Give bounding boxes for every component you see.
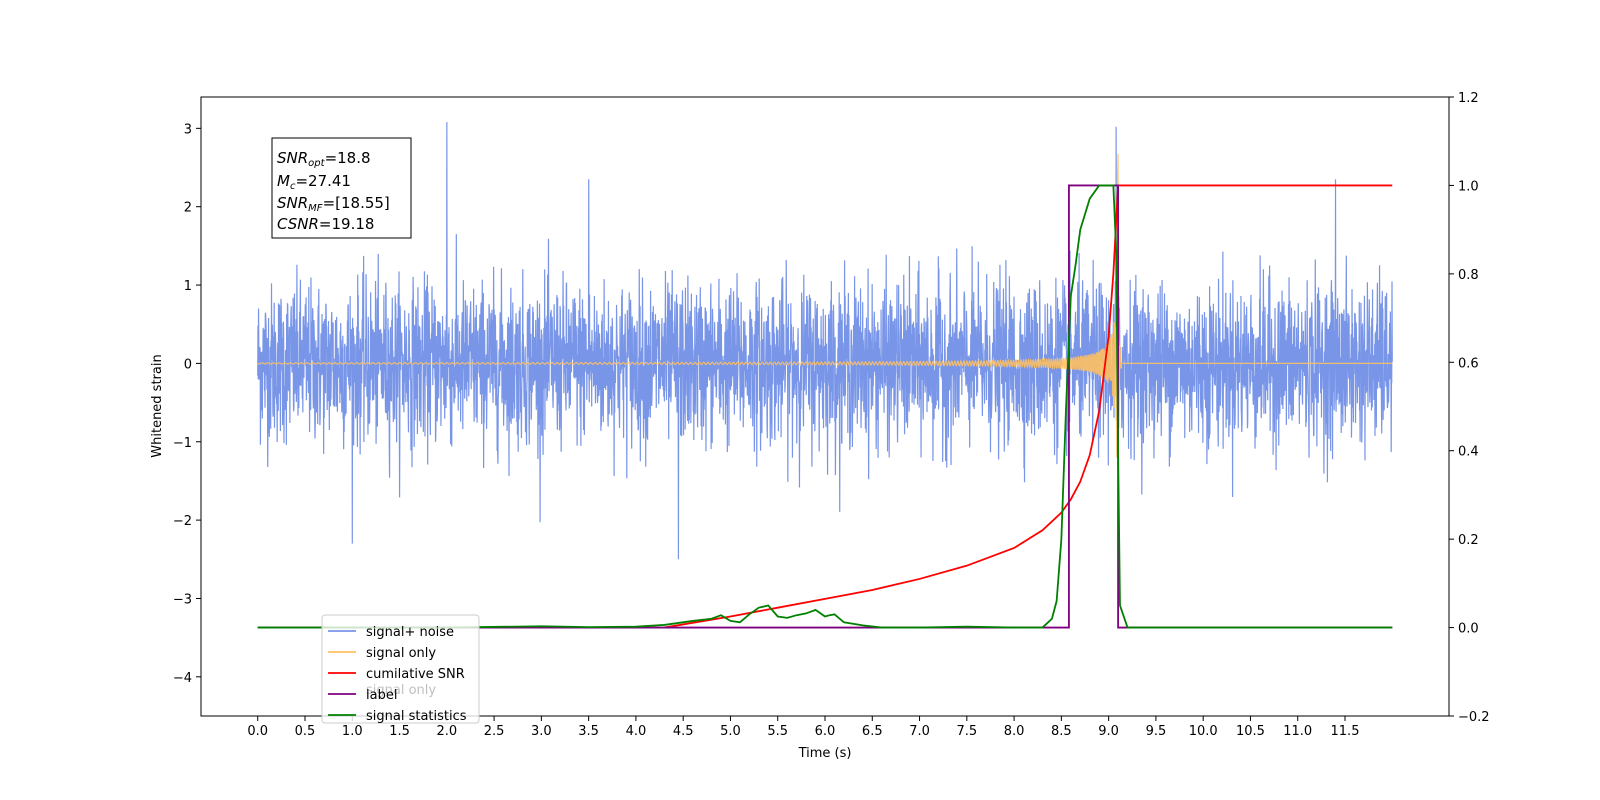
y-axis-right-ticks: 1.2 1.0 0.8 0.6 0.4 0.2 0.0 −0.2 <box>1449 91 1490 725</box>
legend-label: cumilative SNR <box>366 667 465 682</box>
annotation-line-snr-mf: SNRMF=[18.55] <box>277 194 390 214</box>
x-tick-label: 11.5 <box>1331 724 1360 739</box>
x-tick-label: 8.5 <box>1051 724 1072 739</box>
signal-statistics-line <box>257 184 1393 629</box>
y-axis-label: Whitened strain <box>150 354 165 457</box>
x-tick-label: 5.5 <box>767 724 788 739</box>
legend-label: signal statistics <box>366 709 467 724</box>
x-tick-label: 3.0 <box>531 724 552 739</box>
x-tick-label: 1.5 <box>389 724 410 739</box>
y-tick-label: 2 <box>184 201 192 216</box>
x-tick-label: 2.5 <box>484 724 505 739</box>
y-tick-label: −4 <box>173 671 192 686</box>
annotation-line-csnr: CSNR=19.18 <box>277 215 374 233</box>
x-tick-label: 4.0 <box>626 724 647 739</box>
x-tick-label: 5.0 <box>720 724 741 739</box>
x-tick-label: 9.5 <box>1146 724 1167 739</box>
x-tick-label: 9.0 <box>1098 724 1119 739</box>
signal-noise-line <box>257 122 1393 560</box>
x-tick-label: 7.0 <box>909 724 930 739</box>
y-tick-label: −1 <box>173 436 192 451</box>
legend-frame <box>321 614 480 724</box>
y-tick-label: 1 <box>184 279 192 294</box>
x-tick-label: 7.5 <box>956 724 977 739</box>
legend-label: signal+ noise <box>366 625 454 640</box>
y2-tick-label: 0.0 <box>1458 622 1479 637</box>
x-tick-label: 10.5 <box>1236 724 1265 739</box>
cumilative-snr-line <box>664 184 1393 629</box>
x-tick-label: 0.5 <box>295 724 316 739</box>
y-tick-label: 0 <box>184 357 192 372</box>
y2-tick-label: 0.6 <box>1458 356 1479 371</box>
x-tick-label: 11.0 <box>1283 724 1312 739</box>
y2-tick-label: 1.0 <box>1458 179 1479 194</box>
y-axis-left-ticks: 3 2 1 0 −1 −2 −3 −4 <box>173 122 201 686</box>
x-tick-label: 4.5 <box>673 724 694 739</box>
annotation-box: SNRopt=18.8 Mc=27.41 SNRMF=[18.55] CSNR=… <box>271 137 412 239</box>
y2-tick-label: 0.2 <box>1458 533 1479 548</box>
x-tick-label: 1.0 <box>342 724 363 739</box>
y2-tick-label: 1.2 <box>1458 91 1479 106</box>
y2-tick-label: 0.8 <box>1458 268 1479 283</box>
y-tick-label: −2 <box>173 514 192 529</box>
annotation-line-mc: Mc=27.41 <box>277 172 351 192</box>
legend-label: signal only <box>366 646 436 661</box>
y-tick-label: −3 <box>173 592 192 607</box>
x-tick-label: 3.5 <box>578 724 599 739</box>
x-axis-label: Time (s) <box>798 746 852 761</box>
x-tick-label: 2.0 <box>436 724 457 739</box>
x-tick-label: 0.0 <box>247 724 268 739</box>
y2-tick-label: −0.2 <box>1458 710 1490 725</box>
x-axis-ticks: 0.0 0.5 1.0 1.5 2.0 2.5 3.0 3.5 4.0 4.5 5.0 5.5 6.0 6… <box>247 716 1359 739</box>
signal-only-line <box>257 153 1393 458</box>
y-tick-label: 3 <box>184 122 192 137</box>
x-tick-label: 8.0 <box>1004 724 1025 739</box>
plot-series-layer <box>257 122 1393 629</box>
legend-hidden-text: signal only <box>366 683 436 698</box>
y2-tick-label: 0.4 <box>1458 445 1479 460</box>
annotation-line-snr-opt: SNRopt=18.8 <box>277 149 371 169</box>
legend-label: label <box>366 688 397 703</box>
x-tick-label: 10.0 <box>1189 724 1218 739</box>
x-tick-label: 6.0 <box>815 724 836 739</box>
x-tick-label: 6.5 <box>862 724 883 739</box>
